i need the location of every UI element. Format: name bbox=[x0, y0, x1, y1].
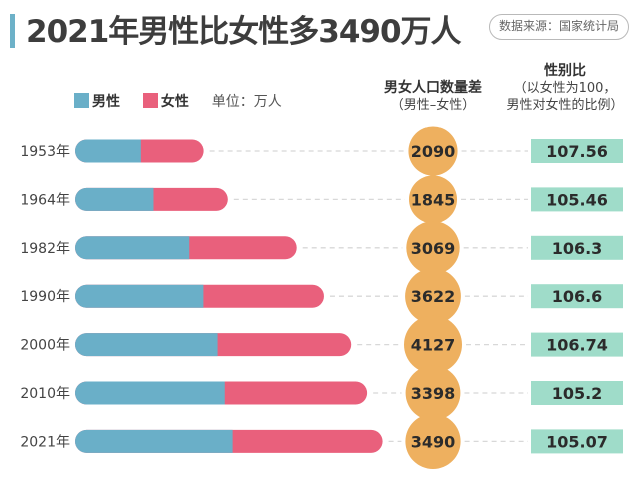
year-label: 1953年 bbox=[20, 144, 70, 160]
year-label: 1982年 bbox=[20, 241, 70, 257]
year-label: 2021年 bbox=[20, 434, 70, 450]
diff-circle bbox=[405, 268, 461, 325]
sex-ratio-value: 106.74 bbox=[546, 336, 608, 355]
bar-male bbox=[75, 236, 190, 260]
title-accent-bar bbox=[10, 14, 15, 48]
legend: 男性 女性 单位：万人 bbox=[74, 91, 282, 111]
diff-value: 3069 bbox=[411, 239, 456, 258]
sex-ratio-box bbox=[531, 139, 623, 163]
sex-ratio-value: 105.2 bbox=[552, 384, 603, 403]
year-label: 1990年 bbox=[20, 289, 70, 305]
ratio-column-header: 性别比 （以女性为100， 男性对女性的比例） bbox=[492, 60, 638, 114]
year-label: 2000年 bbox=[20, 338, 70, 354]
diff-value: 2090 bbox=[411, 142, 456, 161]
source-badge: 数据来源：国家统计局 bbox=[489, 14, 629, 40]
sex-ratio-box bbox=[531, 429, 623, 454]
page-title: 2021年男性比女性多3490万人 bbox=[26, 14, 462, 50]
diff-circle bbox=[408, 126, 458, 176]
bar-male bbox=[75, 139, 141, 163]
diff-circle bbox=[408, 175, 458, 224]
diff-value: 3490 bbox=[411, 432, 456, 451]
legend-label-female: 女性 bbox=[160, 94, 189, 110]
diff-circle bbox=[405, 413, 461, 470]
bar-male bbox=[75, 187, 154, 211]
sex-ratio-value: 107.56 bbox=[546, 142, 608, 161]
unit-label: 单位：万人 bbox=[211, 94, 282, 110]
diff-value: 3398 bbox=[411, 384, 456, 403]
ratio-header-subtitle-2: 男性对女性的比例） bbox=[506, 98, 624, 113]
ratio-header-title: 性别比 bbox=[544, 63, 586, 79]
ratio-header-subtitle-1: （以女性为100， bbox=[513, 81, 617, 96]
legend-item-female: 女性 bbox=[142, 93, 189, 110]
bar-male bbox=[75, 429, 233, 453]
legend-swatch-female bbox=[142, 93, 158, 108]
sex-ratio-box bbox=[531, 284, 623, 309]
diff-header-title: 男女人口数量差 bbox=[384, 80, 482, 96]
diff-header-subtitle: （男性–女性） bbox=[390, 98, 476, 113]
diff-circle bbox=[406, 221, 460, 275]
bar-male bbox=[75, 333, 218, 357]
sex-ratio-box bbox=[531, 332, 623, 357]
diff-value: 3622 bbox=[411, 287, 456, 306]
legend-swatch-male bbox=[74, 93, 89, 108]
diff-circle bbox=[405, 365, 461, 421]
bar-male bbox=[75, 284, 204, 308]
sex-ratio-value: 105.46 bbox=[546, 190, 608, 209]
diff-value: 4127 bbox=[411, 336, 456, 355]
sex-ratio-value: 106.6 bbox=[552, 287, 603, 306]
sex-ratio-box bbox=[531, 235, 623, 260]
legend-item-male: 男性 bbox=[74, 93, 120, 110]
year-label: 2010年 bbox=[20, 386, 70, 402]
sex-ratio-box bbox=[531, 381, 623, 405]
bar-male bbox=[75, 381, 225, 405]
sex-ratio-value: 106.3 bbox=[552, 239, 603, 258]
diff-column-header: 男女人口数量差 （男性–女性） bbox=[372, 77, 494, 114]
diff-circle bbox=[404, 315, 462, 374]
legend-label-male: 男性 bbox=[92, 94, 120, 110]
diff-value: 1845 bbox=[411, 190, 456, 209]
sex-ratio-value: 105.07 bbox=[546, 432, 608, 451]
sex-ratio-box bbox=[531, 187, 623, 212]
year-label: 1964年 bbox=[20, 192, 70, 208]
